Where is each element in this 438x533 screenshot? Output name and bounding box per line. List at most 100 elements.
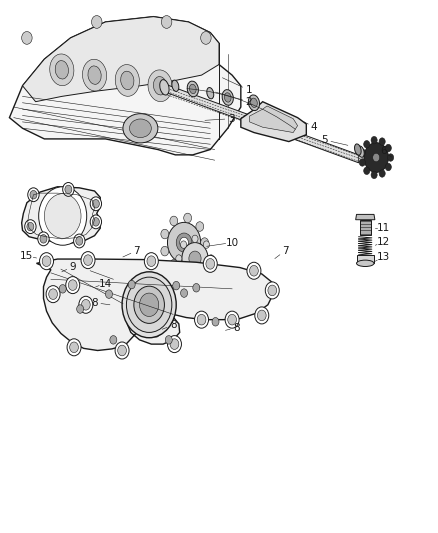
Circle shape	[196, 254, 204, 263]
Text: 7: 7	[134, 246, 140, 255]
Circle shape	[30, 190, 37, 199]
Circle shape	[258, 310, 266, 321]
Circle shape	[184, 262, 191, 272]
Circle shape	[59, 285, 66, 293]
Circle shape	[203, 241, 209, 248]
Ellipse shape	[121, 71, 134, 90]
Circle shape	[42, 256, 51, 266]
Circle shape	[92, 15, 102, 28]
Text: 11: 11	[377, 223, 390, 233]
Text: 6: 6	[380, 146, 386, 156]
Circle shape	[27, 222, 34, 231]
Polygon shape	[36, 259, 274, 351]
Circle shape	[167, 222, 201, 263]
Circle shape	[74, 234, 85, 248]
Circle shape	[250, 265, 258, 276]
Circle shape	[21, 31, 32, 44]
Ellipse shape	[222, 90, 233, 106]
Circle shape	[203, 255, 217, 272]
Ellipse shape	[357, 260, 374, 266]
Circle shape	[77, 305, 84, 313]
Circle shape	[212, 318, 219, 326]
Circle shape	[388, 154, 394, 161]
Polygon shape	[22, 17, 219, 102]
Circle shape	[127, 277, 172, 333]
Circle shape	[197, 314, 206, 325]
Circle shape	[371, 136, 377, 144]
Polygon shape	[356, 214, 375, 220]
Ellipse shape	[248, 95, 260, 110]
Circle shape	[145, 253, 158, 270]
Polygon shape	[10, 17, 241, 155]
Ellipse shape	[148, 70, 172, 102]
Ellipse shape	[130, 119, 151, 138]
Circle shape	[76, 237, 83, 245]
Circle shape	[359, 159, 365, 166]
Ellipse shape	[88, 66, 101, 84]
Text: 12: 12	[377, 237, 390, 247]
Circle shape	[379, 138, 385, 146]
Polygon shape	[21, 187, 100, 243]
Circle shape	[373, 154, 380, 162]
Circle shape	[65, 185, 72, 193]
Circle shape	[44, 193, 81, 238]
Circle shape	[63, 182, 74, 196]
Ellipse shape	[115, 64, 139, 96]
Circle shape	[161, 229, 169, 239]
Circle shape	[92, 217, 99, 226]
Circle shape	[180, 237, 188, 248]
Circle shape	[167, 336, 181, 353]
Circle shape	[67, 339, 81, 356]
Text: 4: 4	[311, 122, 318, 132]
Text: 8: 8	[233, 322, 240, 333]
Circle shape	[180, 289, 187, 297]
Circle shape	[147, 256, 155, 266]
Polygon shape	[162, 83, 359, 163]
Text: 8: 8	[170, 320, 177, 330]
Circle shape	[180, 269, 187, 276]
Text: 5: 5	[321, 135, 328, 145]
Polygon shape	[250, 106, 297, 133]
Ellipse shape	[172, 80, 179, 92]
Circle shape	[268, 285, 277, 296]
Circle shape	[225, 311, 239, 328]
Ellipse shape	[224, 93, 231, 102]
Circle shape	[28, 188, 39, 201]
Circle shape	[90, 197, 102, 211]
Circle shape	[203, 269, 209, 276]
Circle shape	[364, 141, 370, 148]
Circle shape	[364, 143, 389, 172]
Circle shape	[49, 289, 57, 300]
Circle shape	[134, 286, 164, 324]
Circle shape	[92, 199, 99, 208]
Circle shape	[192, 274, 198, 282]
Ellipse shape	[354, 144, 361, 155]
Circle shape	[66, 277, 80, 294]
Circle shape	[115, 342, 129, 359]
Circle shape	[118, 345, 127, 356]
Ellipse shape	[55, 61, 68, 79]
Polygon shape	[360, 220, 371, 235]
Text: 10: 10	[226, 238, 239, 247]
Ellipse shape	[251, 98, 257, 108]
Text: 7: 7	[282, 246, 289, 255]
Circle shape	[173, 281, 180, 290]
Circle shape	[39, 187, 87, 245]
Ellipse shape	[187, 81, 198, 97]
Text: 2: 2	[245, 96, 252, 107]
Circle shape	[110, 336, 117, 344]
Circle shape	[247, 262, 261, 279]
Circle shape	[255, 307, 269, 324]
Circle shape	[194, 311, 208, 328]
Ellipse shape	[153, 77, 167, 95]
Circle shape	[359, 149, 365, 156]
Circle shape	[193, 284, 200, 292]
Circle shape	[84, 255, 92, 265]
Circle shape	[81, 252, 95, 269]
Circle shape	[385, 163, 392, 171]
Polygon shape	[357, 255, 374, 263]
Circle shape	[385, 144, 392, 152]
Circle shape	[184, 213, 191, 223]
Circle shape	[68, 280, 77, 290]
Circle shape	[371, 171, 377, 179]
